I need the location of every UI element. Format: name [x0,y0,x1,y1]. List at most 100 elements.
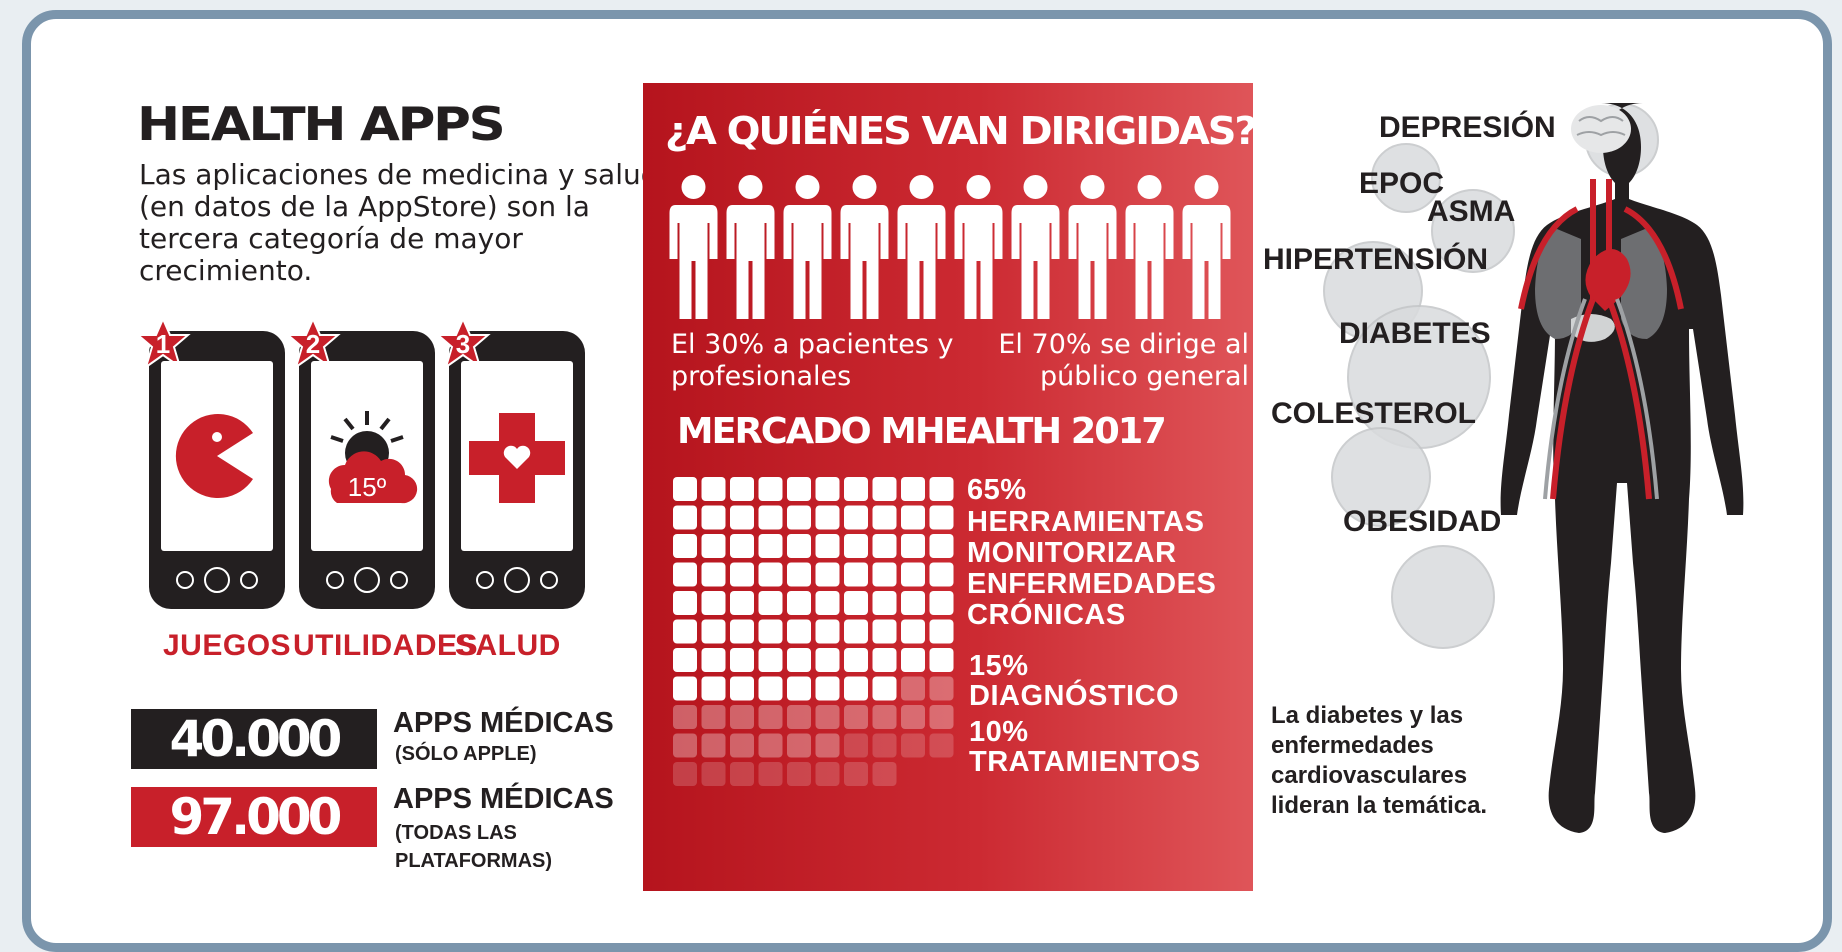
waffle-square [815,505,840,530]
waffle-square [673,477,697,501]
waffle-square [844,562,868,587]
waffle-square [872,705,897,729]
waffle-square [758,648,783,672]
waffle-square [844,648,868,672]
waffle-square [929,562,954,587]
person-figure-icon [726,175,775,319]
waffle-square [872,477,897,501]
condition-label-copd: EPOC [1359,167,1445,200]
waffle-square [758,619,783,644]
waffle-square [901,619,925,644]
waffle-square [701,534,726,558]
waffle-square [701,676,726,701]
waffle-square [901,534,925,558]
waffle-square [872,591,897,615]
waffle-square [901,733,925,758]
red-cross-heart-icon [469,413,565,503]
phone-screen: 15º [311,361,423,551]
waffle-square [701,591,726,615]
waffle-square [758,591,783,615]
temperature-label: 15º [348,472,387,502]
waffle-square [673,733,697,758]
phone-screen [461,361,573,551]
phone-utilities: 2 15º [285,317,435,609]
waffle-square [901,477,925,501]
condition-label-cholesterol: COLESTEROL [1271,397,1477,430]
waffle-square [758,505,783,530]
market-waffle-chart [673,477,954,786]
weather-icon: 15º [328,411,418,504]
person-figure-icon [897,175,946,319]
waffle-square [929,477,954,501]
segment-label-diagnosis: DIAGNÓSTICO [969,680,1180,712]
phone-health: 3 [435,317,585,609]
waffle-square [701,477,726,501]
waffle-square [872,562,897,587]
waffle-square [815,762,840,786]
waffle-square [730,705,754,729]
waffle-square [872,676,897,701]
waffle-square [872,534,897,558]
waffle-square [787,733,811,758]
waffle-square [730,676,754,701]
waffle-square [901,648,925,672]
pacman-icon [175,414,253,498]
star-badge-icon [435,317,491,370]
waffle-square [730,619,754,644]
waffle-square [673,562,697,587]
waffle-square [815,619,840,644]
waffle-square [758,534,783,558]
phone-buttons [449,567,585,593]
waffle-square [844,534,868,558]
waffle-square [673,534,697,558]
person-figure-icon [954,175,1003,319]
waffle-square [901,676,925,701]
audience-caption-left: El 30% a pacientes y profesionales [671,329,954,392]
segment-label-treatment: TRATAMIENTOS [969,746,1201,778]
waffle-square [929,705,954,729]
waffle-square [901,505,925,530]
condition-label-asthma: ASMA [1427,195,1516,228]
segment-label-monitoring: HERRAMIENTAS MONITORIZAR ENFERMEDADES CR… [967,506,1217,631]
waffle-square [787,534,811,558]
phone-buttons [149,567,285,593]
star-badge-icon [135,317,191,370]
waffle-square [673,648,697,672]
segment-percent-diagnosis: 15% [969,650,1029,682]
waffle-square [872,619,897,644]
waffle-square [758,733,783,758]
waffle-square [815,705,840,729]
condition-label-hypertension: HIPERTENSIÓN [1263,243,1489,276]
waffle-square [787,648,811,672]
condition-bubble [1331,427,1431,527]
footer-note: La diabetes y las enfermedades cardiovas… [1271,702,1488,819]
waffle-square [673,762,697,786]
waffle-square [901,562,925,587]
waffle-square [701,705,726,729]
waffle-square [701,733,726,758]
waffle-square [701,619,726,644]
waffle-square [901,591,925,615]
stat-number-all: 97.000 [131,787,377,847]
condition-bubble [1371,143,1441,213]
waffle-square [844,733,868,758]
audience-title: ¿A QUIÉNES VAN DIRIGIDAS? [665,109,1258,153]
waffle-square [844,676,868,701]
stat-sub-apple: (SÓLO APPLE) [395,743,537,765]
stat-label-apple: APPS MÉDICAS [393,707,614,739]
market-title: MERCADO MHEALTH 2017 [677,411,1167,452]
waffle-square [701,762,726,786]
waffle-square [815,648,840,672]
person-figure-icon [1125,175,1174,319]
waffle-square [872,762,897,786]
waffle-square [730,562,754,587]
person-figure-icon [669,175,718,319]
waffle-square [673,676,697,701]
waffle-square [730,762,754,786]
waffle-square [872,648,897,672]
waffle-square [730,477,754,501]
audience-market-panel: ¿A QUIÉNES VAN DIRIGIDAS? El 30% a pacie… [643,83,1258,891]
waffle-square [929,676,954,701]
waffle-square [901,705,925,729]
waffle-square [872,733,897,758]
